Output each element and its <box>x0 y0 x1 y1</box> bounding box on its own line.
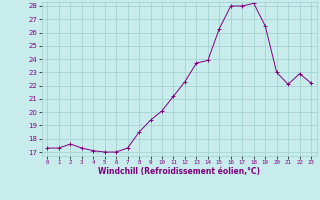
X-axis label: Windchill (Refroidissement éolien,°C): Windchill (Refroidissement éolien,°C) <box>98 167 260 176</box>
